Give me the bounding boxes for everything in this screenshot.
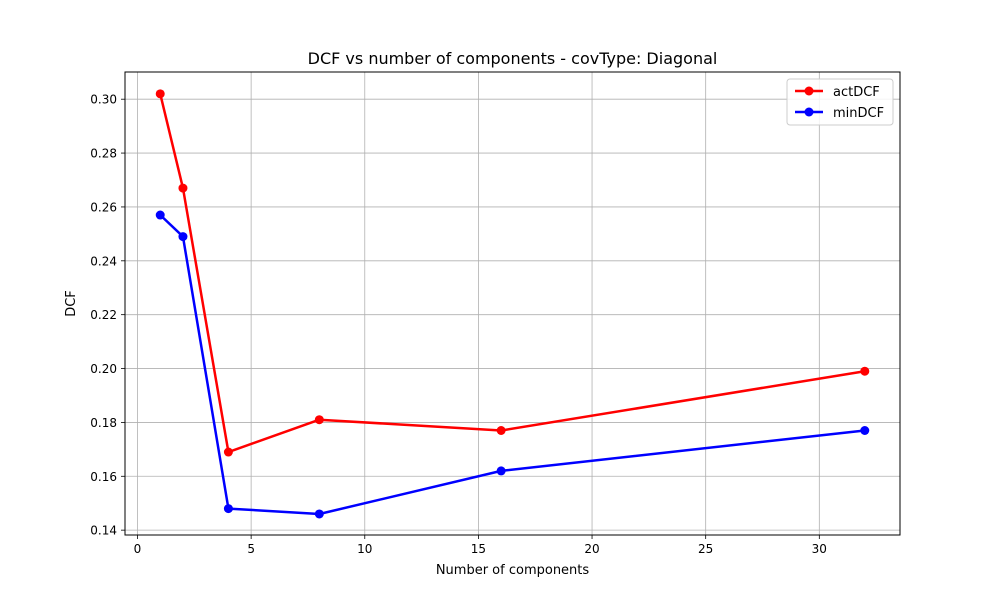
legend-mindcf-marker (804, 107, 814, 117)
legend-actdcf-marker (804, 86, 814, 96)
data-point-actdcf (223, 447, 233, 457)
data-point-mindcf (314, 509, 324, 519)
x-tick-label: 15 (471, 542, 486, 556)
data-point-actdcf (155, 89, 165, 99)
x-tick-label: 10 (357, 542, 372, 556)
x-tick-label: 25 (698, 542, 713, 556)
data-point-actdcf (178, 183, 188, 193)
y-tick-label: 0.24 (90, 254, 117, 268)
series-line-mindcf (159, 214, 865, 516)
plot-area-frame (124, 71, 901, 536)
y-axis-label: DCF (64, 290, 79, 317)
legend: actDCF minDCF (786, 78, 894, 126)
data-point-mindcf (155, 210, 165, 220)
x-axis-label: Number of components (436, 563, 590, 578)
y-tick-label: 0.26 (90, 200, 117, 214)
data-point-actdcf (496, 425, 506, 435)
data-point-actdcf (314, 415, 324, 425)
y-tick-label: 0.28 (90, 147, 117, 161)
data-point-mindcf (178, 232, 188, 242)
y-tick-label: 0.22 (90, 308, 117, 322)
data-point-actdcf (860, 366, 870, 376)
x-tick-label: 0 (134, 542, 142, 556)
x-tick-label: 20 (584, 542, 599, 556)
x-tick-label: 30 (812, 542, 827, 556)
series-line-actdcf (159, 93, 865, 454)
x-tick-label: 5 (247, 542, 255, 556)
y-tick-label: 0.30 (90, 93, 117, 107)
y-tick-label: 0.14 (90, 524, 117, 538)
legend-label-actdcf: actDCF (833, 85, 880, 100)
grid-lines (125, 72, 900, 535)
data-point-mindcf (496, 466, 506, 476)
legend-label-mindcf: minDCF (833, 106, 884, 121)
data-point-mindcf (223, 504, 233, 514)
axis-ticks: 0 5 10 15 20 25 30 0.14 0.16 0.18 0.20 0.22 0.24 0.26… (90, 93, 827, 556)
data-point-mindcf (860, 425, 870, 435)
chart-title: DCF vs number of components - covType: D… (308, 49, 718, 68)
y-tick-label: 0.18 (90, 416, 117, 430)
y-tick-label: 0.16 (90, 470, 117, 484)
y-tick-label: 0.20 (90, 362, 117, 376)
data-series (155, 89, 870, 519)
